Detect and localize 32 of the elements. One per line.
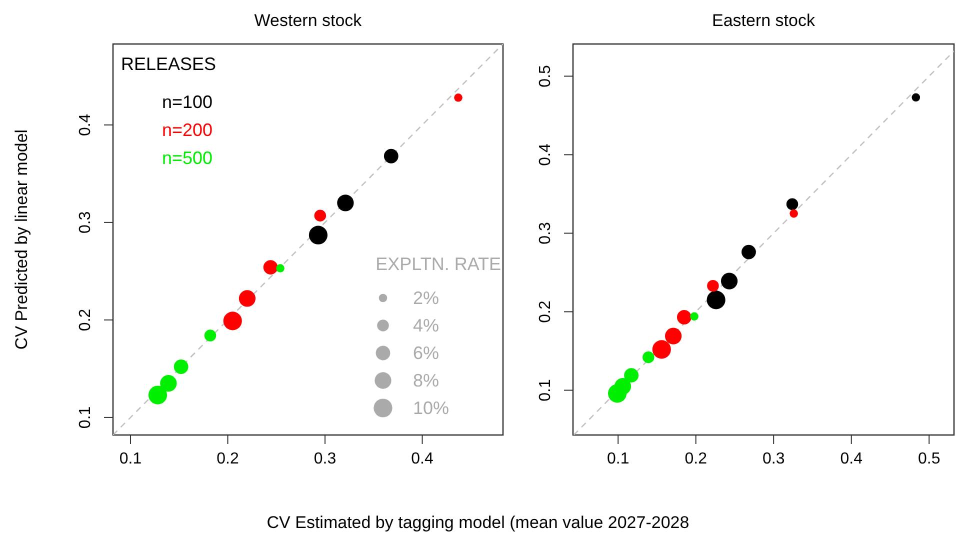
- x-tick-label: 0.5: [918, 450, 940, 468]
- chart-title: Western stock: [254, 11, 362, 30]
- legend-label: 8%: [413, 370, 440, 390]
- x-tick-label: 0.4: [411, 450, 434, 468]
- x-tick-label: 0.1: [119, 450, 142, 468]
- annotation: EXPLTN. RATE: [376, 254, 501, 274]
- y-tick-label: 0.1: [537, 379, 554, 402]
- y-tick-label: 0.2: [537, 300, 554, 323]
- legend-label: 6%: [413, 343, 440, 363]
- x-axis-title: CV Estimated by tagging model (mean value 2027-2028: [266, 513, 690, 532]
- text: n=100: [162, 92, 213, 112]
- y-tick-label: 0.2: [77, 308, 94, 332]
- x-tick-label: 0.1: [606, 450, 630, 468]
- legend-label: 4%: [413, 316, 440, 336]
- y-tick-label: 0.3: [537, 222, 554, 244]
- x-tick-label: 0.3: [762, 450, 785, 468]
- y-axis-title: CV Predicted by linear model: [12, 129, 31, 350]
- legend-label: 10%: [413, 398, 450, 418]
- y-tick-label: 0.5: [537, 64, 554, 88]
- y-tick-label: 0.4: [537, 143, 554, 166]
- x-tick-label: 0.2: [684, 450, 708, 468]
- y-tick-label: 0.4: [77, 114, 94, 136]
- x-tick-label: 0.3: [314, 450, 336, 468]
- chart-title: Eastern stock: [712, 11, 816, 30]
- text: n=500: [162, 148, 213, 168]
- legend-label: 2%: [413, 288, 440, 308]
- y-tick-label: 0.1: [77, 406, 94, 429]
- y-tick-label: 0.3: [77, 211, 94, 234]
- legend-title: RELEASES: [121, 54, 216, 74]
- x-tick-label: 0.4: [840, 450, 863, 468]
- text: n=200: [162, 120, 213, 140]
- x-tick-label: 0.2: [216, 450, 239, 468]
